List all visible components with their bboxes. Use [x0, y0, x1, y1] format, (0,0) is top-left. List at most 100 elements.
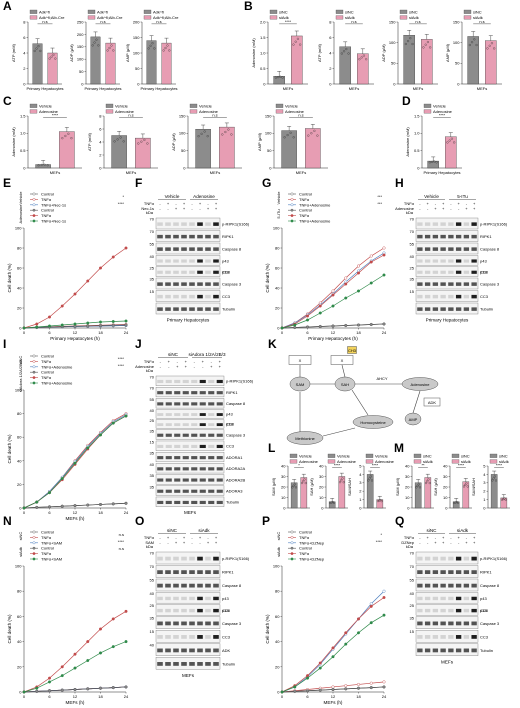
- blot-band: [199, 391, 206, 395]
- legend-entry: siNC: [461, 453, 470, 458]
- cc8-label: CC8: [226, 422, 235, 427]
- data-point: [61, 137, 64, 140]
- blot-band: [165, 433, 172, 437]
- blot-band: [165, 413, 172, 416]
- data-point: [344, 296, 348, 300]
- enzyme-ahcy: AHCY: [376, 376, 387, 381]
- marker-label: 25: [150, 603, 155, 608]
- data-point: [86, 503, 90, 507]
- legend-entry: Control: [41, 192, 54, 197]
- node-amp: AMP: [409, 417, 418, 422]
- series-line: [281, 247, 385, 329]
- blot-band: [216, 413, 223, 416]
- blot-band: [432, 556, 439, 561]
- marker-label: 40: [150, 408, 155, 413]
- group-label: siNC: [167, 528, 178, 533]
- legend-entry: siAdk: [473, 15, 483, 20]
- data-point: [340, 479, 343, 482]
- treatment-sign: +: [434, 206, 437, 211]
- data-point: [504, 498, 507, 501]
- legend-entry: Adenosine: [375, 459, 395, 464]
- bar: [421, 39, 433, 85]
- x-tick-label: 6: [48, 330, 51, 335]
- treatment-sign: +: [465, 540, 468, 545]
- bar: [32, 43, 43, 85]
- data-point: [503, 497, 506, 500]
- line-plot: ControlTNFαTNFα+Nec-1sControlTNFαTNFα+Ne…: [7, 191, 129, 341]
- bar: [490, 474, 498, 509]
- blot-band: [205, 648, 211, 653]
- legend-marker: [290, 208, 294, 212]
- blot-band: [173, 270, 179, 274]
- blot-band: [213, 662, 219, 666]
- blot-band: [463, 648, 470, 653]
- treatment-sign: -: [202, 364, 204, 369]
- series-line: [281, 274, 385, 329]
- series-line: [281, 590, 385, 693]
- line-plot: ControlTNFαTNFα+AdenosineControlTNFαTNFα…: [7, 354, 129, 522]
- blot-band: [173, 294, 179, 299]
- panel-label-b: B: [244, 0, 253, 13]
- data-point: [86, 321, 90, 325]
- data-point: [73, 666, 77, 670]
- data-point: [370, 479, 374, 482]
- blot-band: [189, 635, 195, 639]
- legend-entry: TNFα+SAM: [41, 557, 62, 562]
- treatment-sign: +: [167, 535, 170, 540]
- group-label: siAdora 1/2A/2B/3: [18, 359, 23, 392]
- y-tick-label: 0.5: [414, 148, 420, 153]
- blot-band: [463, 307, 470, 311]
- y-tick-label: 150: [265, 113, 272, 118]
- blot-band: [213, 270, 219, 274]
- legend-entry: siNC: [499, 453, 508, 458]
- blot-band: [424, 608, 431, 613]
- protein-label: p43: [222, 596, 229, 601]
- data-point: [313, 129, 316, 132]
- protein-label: ADK: [222, 648, 231, 653]
- data-point: [111, 502, 115, 506]
- data-point: [60, 323, 64, 327]
- legend-swatch: [143, 9, 152, 14]
- protein-label: p43: [226, 412, 233, 417]
- blot-band: [181, 270, 187, 274]
- blot-band: [417, 222, 423, 226]
- treatment-sign: -: [191, 206, 193, 211]
- protein-label: p-RIPK1(S166): [480, 556, 508, 561]
- data-point: [357, 682, 361, 686]
- blot-band: [424, 222, 431, 226]
- blot-band: [199, 444, 206, 449]
- significance-label: *: [380, 532, 382, 537]
- y-tick-label: 0: [99, 165, 102, 170]
- y-tick-label: 40: [405, 463, 410, 468]
- data-point: [166, 44, 169, 47]
- blot-band: [181, 307, 187, 311]
- data-point: [289, 131, 292, 134]
- blot-band: [181, 282, 187, 286]
- node-homocysteine: Homocysteine: [360, 420, 386, 425]
- significance-label: ****: [118, 201, 125, 206]
- group-label: 5-ITu: [457, 194, 468, 199]
- blot-band: [213, 307, 219, 311]
- pathway-diagram: X X CH3 SAM SAH Adenosine ADK AMP Homocysteine Me…: [286, 346, 441, 445]
- blot-band: [463, 294, 470, 299]
- x-axis-label: MEFs: [296, 170, 306, 175]
- blot-band: [463, 259, 470, 263]
- y-tick-label: 150: [77, 44, 84, 49]
- kda-label: kDa: [406, 210, 414, 215]
- legend-entry: siNC: [409, 9, 418, 14]
- y-axis-label: Cell death (%): [265, 614, 270, 644]
- legend-marker: [290, 197, 294, 201]
- y-axis-label: Cell death (%): [7, 263, 12, 293]
- blot-band: [165, 478, 172, 482]
- blot-band: [157, 635, 163, 639]
- blot-strip: [415, 302, 479, 315]
- blot-band: [440, 608, 446, 613]
- marker-label: 40: [150, 591, 155, 596]
- blot-band: [448, 282, 454, 286]
- y-tick-label: 3: [359, 480, 362, 485]
- blot-band: [197, 556, 203, 561]
- data-point: [110, 44, 113, 47]
- marker-label: 70: [410, 229, 415, 234]
- data-point: [341, 477, 344, 480]
